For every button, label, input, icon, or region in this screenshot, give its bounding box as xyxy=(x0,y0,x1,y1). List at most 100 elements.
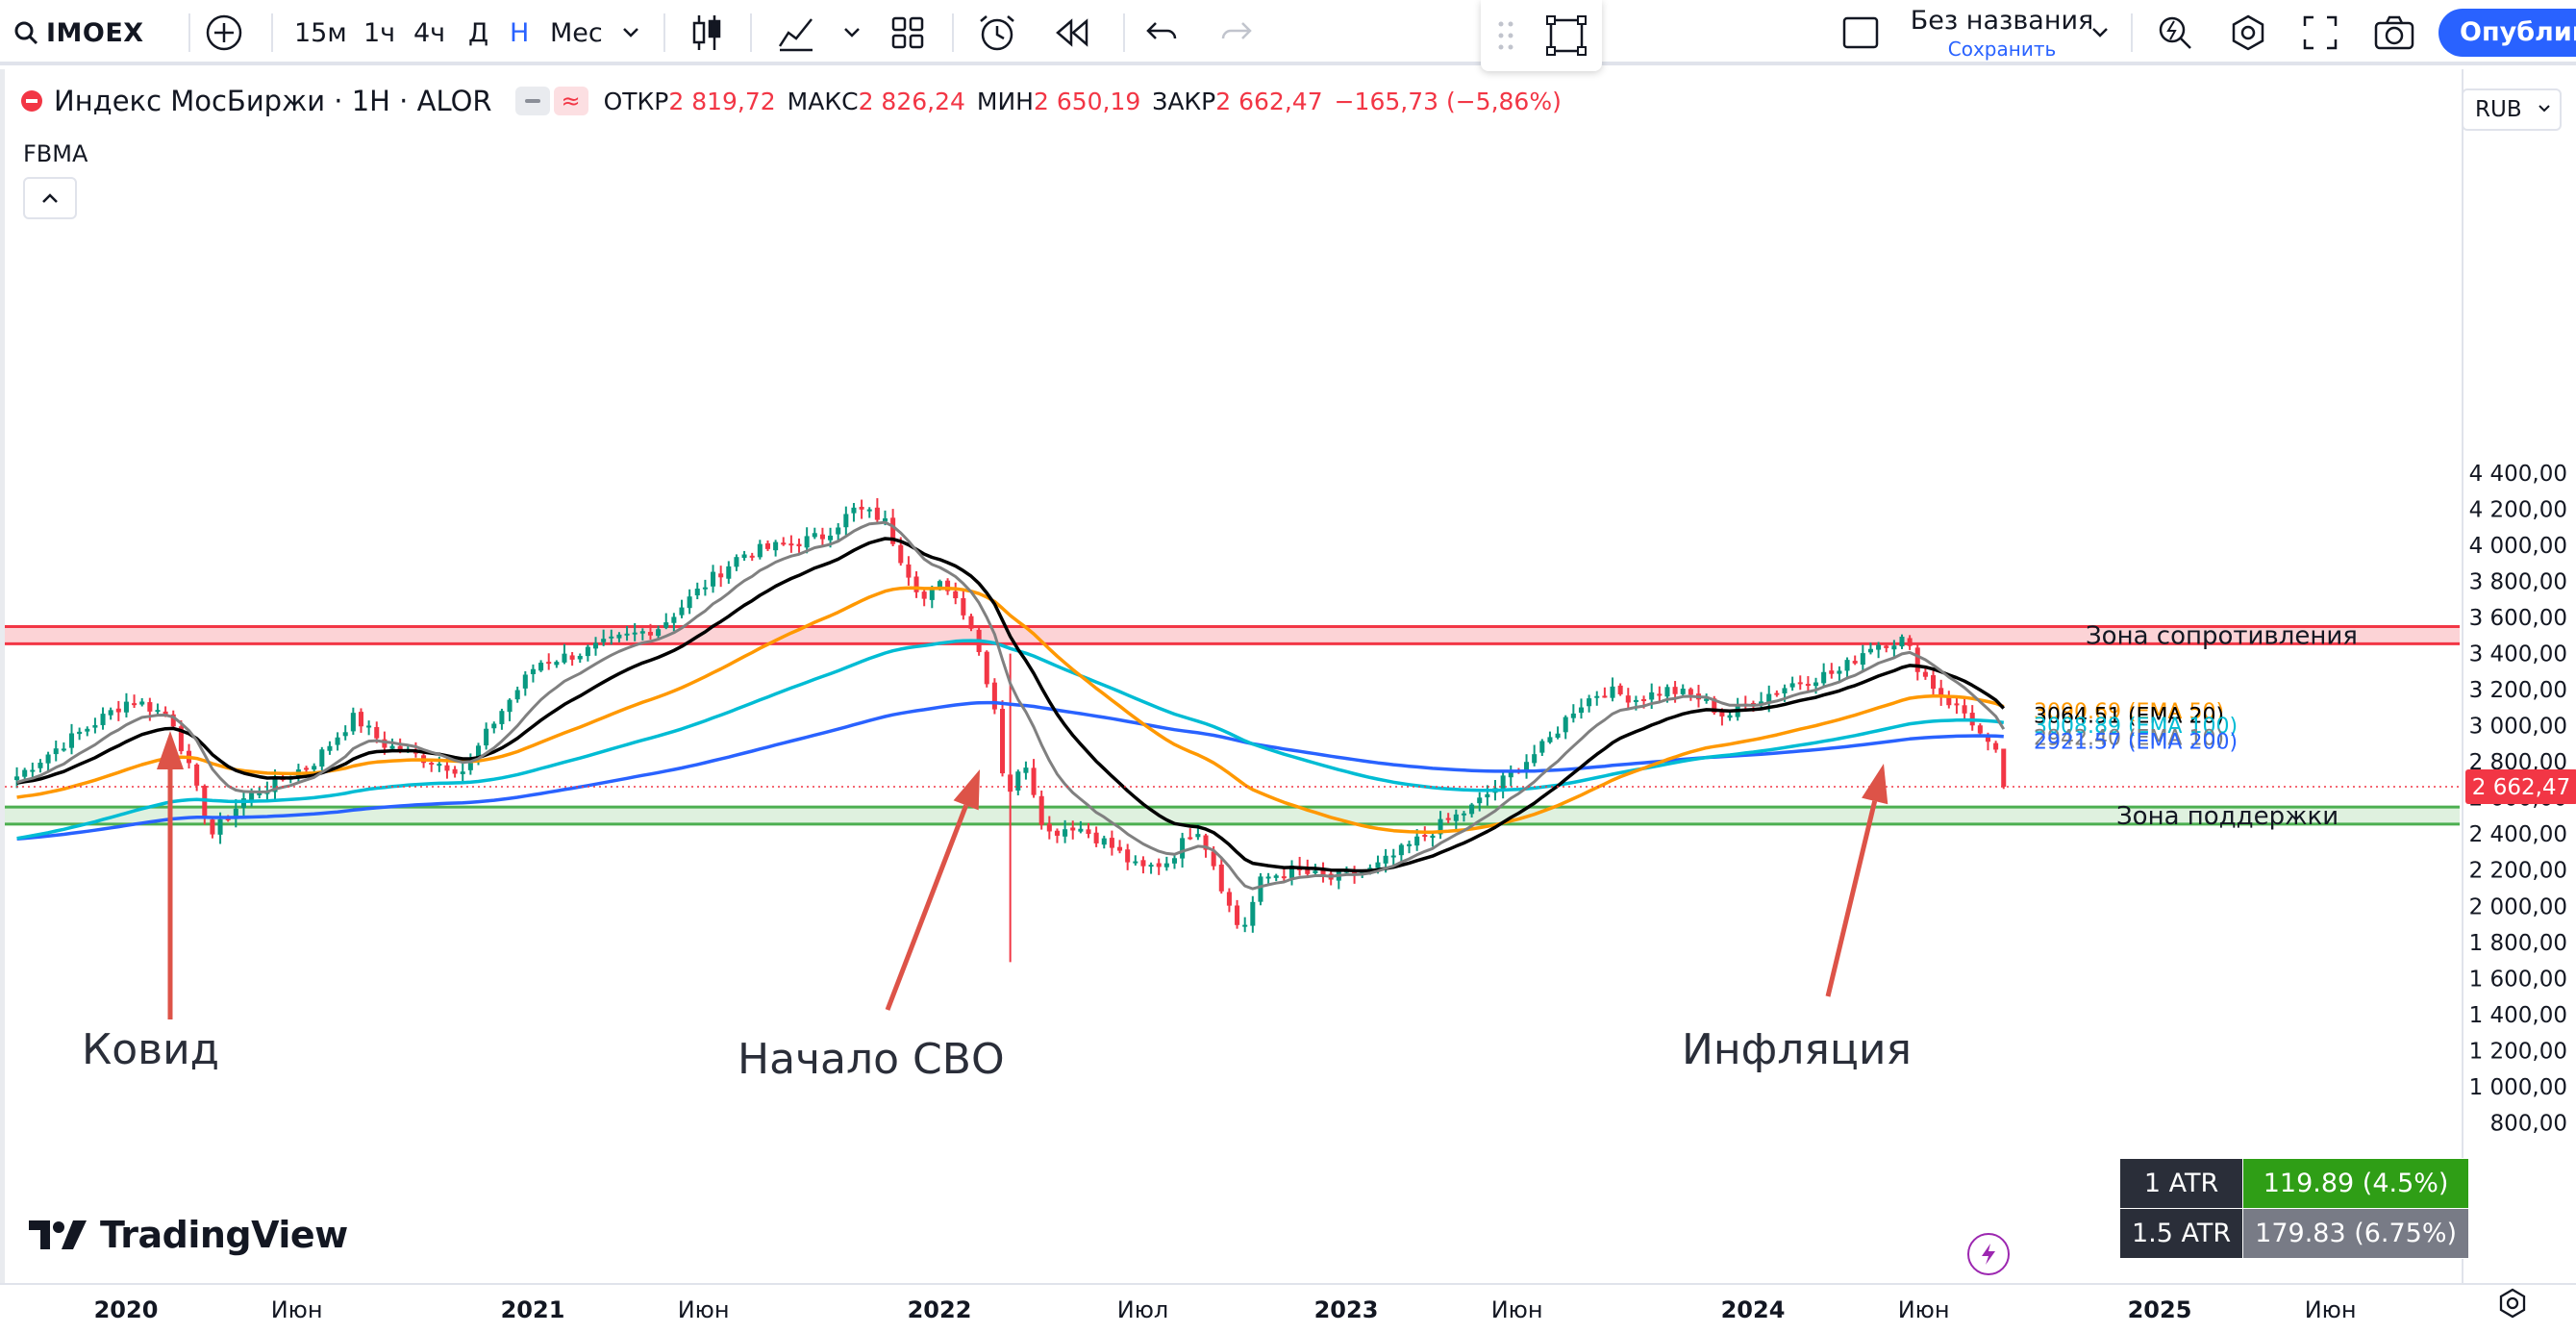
candle-up xyxy=(350,713,356,732)
candle-up xyxy=(1063,829,1068,837)
interval-day[interactable]: Д xyxy=(468,17,489,48)
candle-down xyxy=(429,763,435,766)
time-scale[interactable]: 2020 Июн 2021 Июн 2022 Июл 2023 Июн 2024 Июн 2025 И… xyxy=(0,1283,2576,1333)
ema-label: 3090.69 (EMA 50) xyxy=(2034,700,2224,724)
candle-down xyxy=(304,767,310,770)
publish-button[interactable]: Опубликовать xyxy=(2438,9,2576,57)
candle-up xyxy=(1578,707,1585,714)
time-tick-label: 2020 xyxy=(94,1296,159,1323)
price-tick-label: 2 200,00 xyxy=(2469,859,2567,884)
candle-up xyxy=(1821,671,1827,684)
save-layout-link[interactable]: Сохранить xyxy=(1947,38,2057,61)
candle-up xyxy=(335,737,340,745)
candle-down xyxy=(1617,685,1623,694)
candle-down xyxy=(1884,645,1889,648)
candle-down xyxy=(1657,693,1663,696)
tradingview-logo[interactable]: TradingView xyxy=(29,1214,348,1256)
layout-name[interactable]: Без названия Сохранить xyxy=(1906,6,2098,61)
drag-handle-icon[interactable] xyxy=(1496,19,1515,52)
redo-button[interactable] xyxy=(1219,0,1254,65)
candle-up xyxy=(1570,713,1576,718)
candle-up xyxy=(484,728,489,746)
layout-title: Без названия xyxy=(1910,6,2094,36)
candle-down xyxy=(764,542,771,549)
fullscreen-button[interactable] xyxy=(2302,0,2338,65)
candle-up xyxy=(1461,813,1466,816)
replay-bolt-button[interactable] xyxy=(1967,1233,2010,1275)
candle-down xyxy=(874,507,880,520)
candle-up xyxy=(1133,861,1138,864)
rectangle-tool-icon[interactable] xyxy=(1545,14,1588,57)
candle-down xyxy=(1774,692,1780,695)
candle-down xyxy=(546,662,552,665)
candle-up xyxy=(1453,814,1459,821)
market-status-icon[interactable] xyxy=(514,87,550,115)
candle-up xyxy=(624,633,630,636)
candle-up xyxy=(929,588,935,600)
alert-button[interactable] xyxy=(977,0,1017,65)
candle-down xyxy=(1086,829,1091,835)
candle-down xyxy=(991,682,997,710)
candle-up xyxy=(577,655,583,660)
gear-icon xyxy=(2232,14,2264,51)
legend-open: ОТКР2 819,72 xyxy=(603,87,776,115)
settings-button[interactable] xyxy=(2229,0,2267,65)
candle-up xyxy=(92,725,98,728)
candle-down xyxy=(1907,638,1913,646)
tradingview-logo-icon xyxy=(29,1220,87,1249)
quick-search-button[interactable] xyxy=(2156,0,2194,65)
price-tick-label: 4 000,00 xyxy=(2469,534,2567,559)
floating-drawing-toolbar xyxy=(1481,0,1602,71)
chart-type-button[interactable] xyxy=(690,0,723,65)
price-tick-label: 1 400,00 xyxy=(2469,1003,2567,1028)
undo-button[interactable] xyxy=(1144,0,1179,65)
layout-checkbox[interactable] xyxy=(1842,0,1879,65)
indicators-dropdown[interactable] xyxy=(842,0,862,65)
search-bolt-icon xyxy=(2159,16,2191,49)
currency-select[interactable]: RUB xyxy=(2462,88,2562,131)
candle-down xyxy=(1125,849,1131,863)
candle-down xyxy=(1203,835,1209,850)
candles xyxy=(14,498,2007,963)
indicators-button[interactable] xyxy=(777,0,815,65)
candle-up xyxy=(1390,855,1396,858)
chart-legend[interactable]: Индекс МосБиржи · 1Н · ALOR ≈ ОТКР2 819,… xyxy=(21,85,1562,117)
symbol-search[interactable]: IMOEX xyxy=(13,0,144,65)
replay-button[interactable] xyxy=(1054,0,1092,65)
candle-down xyxy=(968,616,974,629)
data-problem-icon[interactable]: ≈ xyxy=(553,87,588,115)
candle-up xyxy=(1398,844,1404,856)
layout-dropdown[interactable] xyxy=(2090,0,2110,65)
price-scale[interactable]: 4 400,00 4 200,00 4 000,00 3 800,00 3 600,00… xyxy=(2462,69,2576,1283)
candle-down xyxy=(921,591,927,599)
price-chart[interactable]: 3090.69 (EMA 50)3064.51 (EMA 20)3008.89 … xyxy=(5,69,2462,1283)
collapse-legend-button[interactable] xyxy=(23,177,77,219)
interval-week[interactable]: Н xyxy=(510,17,530,48)
candle-up xyxy=(1704,698,1710,701)
candle-up xyxy=(741,554,747,559)
compare-button[interactable] xyxy=(204,0,244,65)
interval-4h[interactable]: 4ч xyxy=(413,17,446,48)
candle-down xyxy=(859,506,864,510)
covid-arrowhead xyxy=(157,731,184,769)
scale-settings-button[interactable] xyxy=(2496,1287,2529,1323)
candle-up xyxy=(663,622,669,628)
templates-button[interactable] xyxy=(890,0,925,65)
gear-icon xyxy=(2499,1288,2526,1319)
candle-up xyxy=(554,662,560,666)
candle-up xyxy=(1163,863,1169,868)
candle-down xyxy=(906,564,912,578)
ema-20-line xyxy=(16,537,2006,873)
interval-1h[interactable]: 1ч xyxy=(363,17,396,48)
candle-up xyxy=(1532,754,1538,764)
candle-down xyxy=(1117,846,1123,851)
chart-pane[interactable]: 3090.69 (EMA 50) 3064.51 (EMA 20) 3008.89 … xyxy=(0,69,2462,1283)
indicators-icon xyxy=(778,18,813,52)
candle-up xyxy=(522,674,528,689)
snapshot-button[interactable] xyxy=(2373,0,2415,65)
indicator-legend[interactable]: FBMA xyxy=(23,140,88,167)
interval-month[interactable]: Мес xyxy=(550,17,603,48)
interval-dropdown[interactable] xyxy=(621,0,640,65)
candle-up xyxy=(1430,835,1436,839)
interval-15m[interactable]: 15м xyxy=(294,17,347,48)
